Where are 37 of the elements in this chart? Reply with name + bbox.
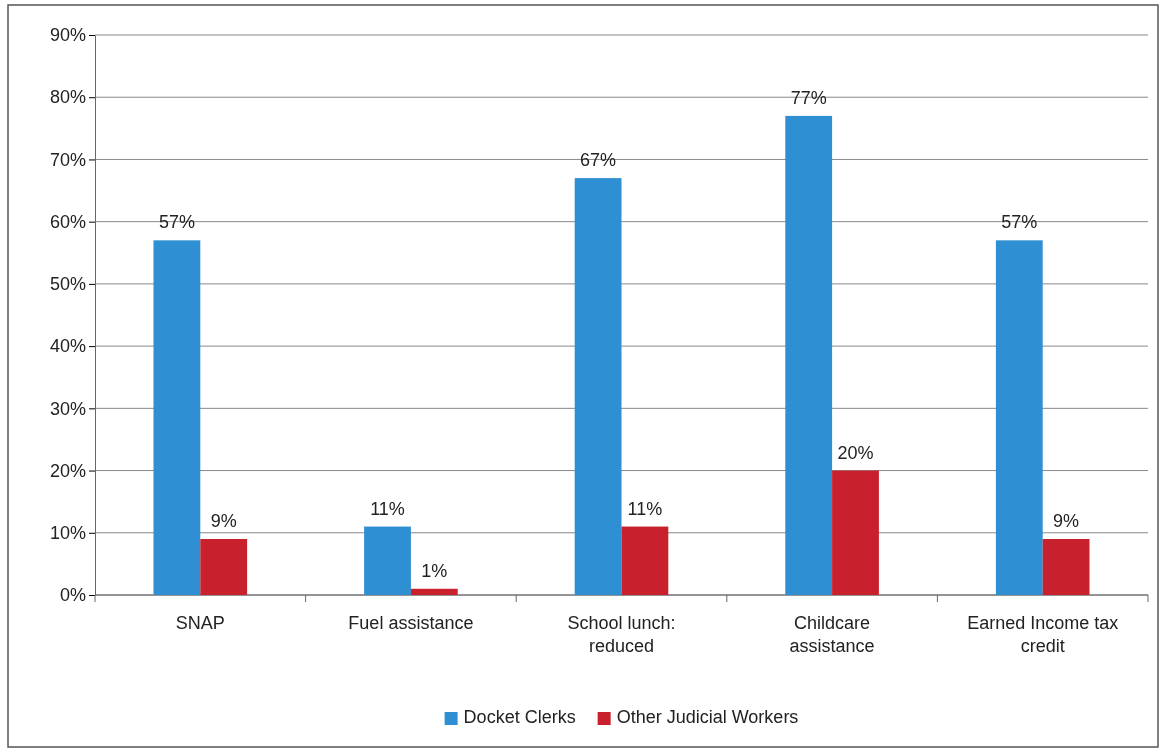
y-tick-label: 30% [49,398,86,419]
legend-label: Other Judicial Workers [616,707,799,727]
y-tick-label: 60% [49,211,86,232]
data-label: 20% [837,442,874,463]
x-tick-label: SNAP [175,612,225,633]
y-tick-label: 80% [49,87,86,108]
x-tick-label: Childcare assistance [789,612,875,657]
x-tick-label: School lunch: reduced [567,612,676,657]
y-tick-label: 0% [59,585,86,606]
bar [200,539,248,595]
bar [410,588,458,595]
x-tick-label: Fuel assistance [348,612,474,633]
y-tick-label: 10% [49,523,86,544]
y-tick-label: 40% [49,336,86,357]
y-tick-label: 90% [49,25,86,46]
bar [995,240,1043,595]
data-label: 57% [1001,212,1038,233]
bar [153,240,201,595]
bar [621,526,669,595]
y-tick-label: 20% [49,460,86,481]
data-label: 11% [370,498,405,519]
bar [364,526,411,595]
data-label: 57% [158,212,195,233]
y-tick-label: 50% [49,274,86,295]
data-label: 1% [421,560,448,581]
data-label: 9% [1053,511,1080,531]
data-label: 67% [580,150,617,171]
data-label: 9% [210,511,237,531]
data-label: 77% [790,87,827,108]
bar [574,178,622,595]
y-tick-label: 70% [49,149,86,170]
bar [832,470,879,595]
bar [785,115,833,595]
x-tick-label: Earned Income tax credit [967,612,1119,657]
data-label: 11% [627,498,663,519]
bar [1042,539,1090,595]
legend-label: Docket Clerks [463,707,576,727]
